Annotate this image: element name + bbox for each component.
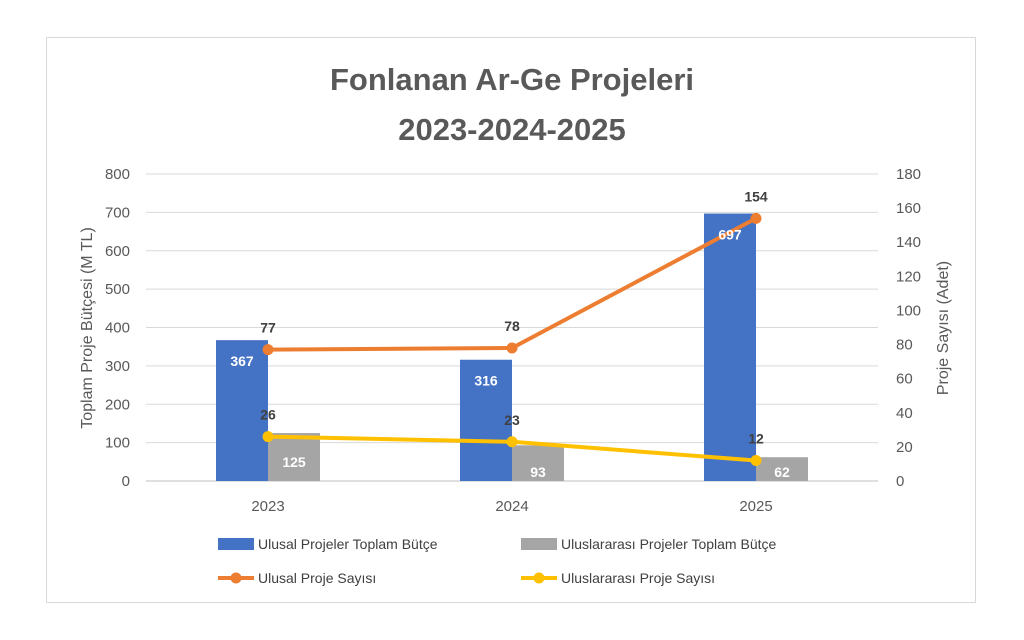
y-left-tick-label: 0 xyxy=(122,473,130,490)
data-labels: 367 316 697 125 93 62 77 78 154 26 23 12 xyxy=(230,188,790,480)
y-right-tick-label: 40 xyxy=(896,405,913,422)
legend-label: Uluslararası Projeler Toplam Bütçe xyxy=(561,536,776,552)
y-left-tick-label: 200 xyxy=(105,396,130,413)
legend-swatch-marker xyxy=(230,572,242,584)
y-right-axis-title: Proje Sayısı (Adet) xyxy=(935,261,952,395)
line-data-label: 77 xyxy=(260,320,276,336)
bar-data-label: 62 xyxy=(774,464,790,480)
line-point xyxy=(262,344,274,356)
tick-labels: 0 100 200 300 400 500 600 700 800 0 20 40 60 80 100 120… xyxy=(105,166,921,515)
y-right-tick-label: 80 xyxy=(896,337,913,354)
bar xyxy=(512,445,564,481)
legend: Ulusal Projeler Toplam Bütçe Uluslararası… xyxy=(218,536,776,586)
bars-layer xyxy=(216,213,808,481)
y-left-tick-label: 700 xyxy=(105,204,130,221)
bar-data-label: 697 xyxy=(718,227,742,243)
bar-data-label: 125 xyxy=(282,454,306,470)
y-left-tick-label: 400 xyxy=(105,320,130,337)
y-right-tick-label: 140 xyxy=(896,234,921,251)
chart-title-line-1: Fonlanan Ar-Ge Projeleri xyxy=(330,62,694,97)
line-data-label: 26 xyxy=(260,407,276,423)
y-right-tick-label: 0 xyxy=(896,473,904,490)
y-right-tick-label: 20 xyxy=(896,439,913,456)
line-data-label: 78 xyxy=(504,318,520,334)
legend-swatch xyxy=(218,538,254,550)
line-data-label: 154 xyxy=(744,188,768,204)
line-data-label: 12 xyxy=(748,431,764,447)
chart-title: Fonlanan Ar-Ge Projeleri 2023-2024-2025 xyxy=(330,62,694,147)
y-right-tick-label: 180 xyxy=(896,166,921,183)
legend-swatch xyxy=(521,538,557,550)
chart-frame xyxy=(46,37,976,603)
line-point xyxy=(750,212,762,224)
chart-title-line-2: 2023-2024-2025 xyxy=(398,112,626,147)
x-tick-label: 2024 xyxy=(495,498,528,515)
legend-swatch-marker xyxy=(533,572,545,584)
x-tick-label: 2023 xyxy=(251,498,284,515)
line-point xyxy=(262,431,274,443)
y-right-tick-label: 120 xyxy=(896,268,921,285)
y-left-tick-label: 800 xyxy=(105,166,130,183)
x-tick-label: 2025 xyxy=(739,498,772,515)
legend-label: Uluslararası Proje Sayısı xyxy=(561,570,715,586)
bar xyxy=(268,433,320,481)
y-right-tick-label: 160 xyxy=(896,200,921,217)
lines-layer xyxy=(262,212,762,467)
line-point xyxy=(750,455,762,467)
y-left-tick-label: 500 xyxy=(105,281,130,298)
legend-label: Ulusal Proje Sayısı xyxy=(258,570,376,586)
bar xyxy=(704,213,756,481)
y-left-axis-title: Toplam Proje Bütçesi (M TL) xyxy=(79,227,96,429)
y-right-tick-label: 60 xyxy=(896,371,913,388)
y-left-tick-label: 600 xyxy=(105,243,130,260)
bar xyxy=(216,340,268,481)
y-left-tick-label: 300 xyxy=(105,358,130,375)
line-point xyxy=(506,436,518,448)
bar xyxy=(460,359,512,481)
line-point xyxy=(506,342,518,354)
bar xyxy=(756,457,808,481)
line-data-label: 23 xyxy=(504,412,520,428)
bar-data-label: 367 xyxy=(230,353,254,369)
legend-label: Ulusal Projeler Toplam Bütçe xyxy=(258,536,438,552)
y-right-tick-label: 100 xyxy=(896,302,921,319)
bar-data-label: 93 xyxy=(530,464,546,480)
bar-data-label: 316 xyxy=(474,373,498,389)
y-left-tick-label: 100 xyxy=(105,435,130,452)
